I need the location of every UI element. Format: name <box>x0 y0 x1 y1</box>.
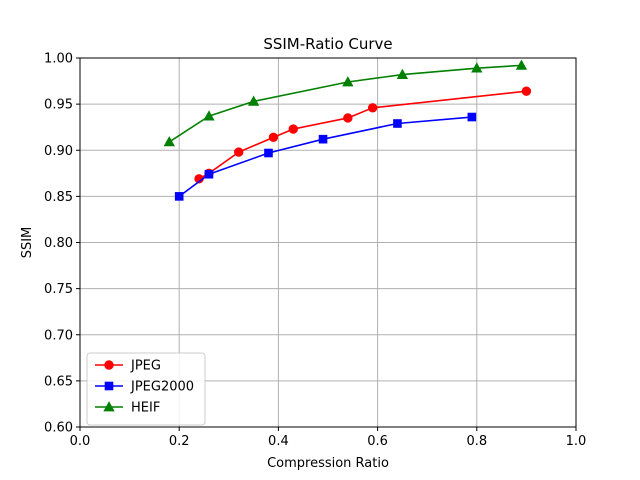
y-tick-label: 0.80 <box>44 236 73 251</box>
y-tick-label: 0.65 <box>44 374 73 389</box>
x-tick-label: 0.0 <box>70 434 91 449</box>
series-heif <box>163 59 528 147</box>
legend-label: HEIF <box>131 401 160 416</box>
data-point-heif <box>515 59 528 70</box>
y-tick-label: 0.75 <box>44 282 73 297</box>
x-axis-label: Compression Ratio <box>267 456 389 471</box>
data-series <box>163 59 532 201</box>
data-point-jpeg <box>343 113 353 123</box>
y-tick-label: 1.00 <box>44 52 73 67</box>
data-point-jpeg2000 <box>467 112 477 122</box>
y-tick-label: 0.90 <box>44 144 73 159</box>
y-axis-label: SSIM <box>20 227 35 259</box>
x-tick-label: 0.4 <box>268 434 289 449</box>
chart-title: SSIM-Ratio Curve <box>263 35 392 53</box>
legend-label: JPEG2000 <box>130 380 194 395</box>
y-tick-label: 0.70 <box>44 328 73 343</box>
legend-item-jpeg2000: JPEG2000 <box>95 380 194 395</box>
series-line-jpeg2000 <box>178 116 472 198</box>
axis-ticks: 0.0 0.2 0.4 0.6 0.8 1.0 0.60 0.65 0.70 0.75 0.80 0.… <box>44 52 586 450</box>
data-point-jpeg2000 <box>174 192 184 201</box>
legend-marker <box>104 360 114 370</box>
legend: JPEG JPEG2000 HEIF <box>86 352 206 426</box>
legend-item-heif: HEIF <box>95 401 160 416</box>
x-tick-label: 0.6 <box>367 434 388 449</box>
data-point-jpeg2000 <box>264 148 273 158</box>
x-tick-label: 1.0 <box>566 434 587 449</box>
y-tick-label: 0.85 <box>44 190 73 205</box>
y-tick-label: 0.60 <box>44 421 73 436</box>
data-point-jpeg2000 <box>204 169 214 179</box>
legend-item-jpeg: JPEG <box>95 359 161 374</box>
legend-marker <box>103 401 115 412</box>
series-jpeg2000 <box>174 112 477 201</box>
data-point-jpeg2000 <box>393 119 402 128</box>
data-point-jpeg <box>268 132 279 143</box>
data-point-heif <box>342 76 354 87</box>
data-point-jpeg <box>367 103 378 113</box>
data-point-jpeg2000 <box>318 134 328 144</box>
data-point-heif <box>203 110 215 121</box>
legend-label: JPEG <box>130 359 161 374</box>
data-point-jpeg <box>234 147 244 157</box>
y-tick-label: 0.95 <box>44 98 73 113</box>
data-point-heif <box>247 95 260 106</box>
data-point-heif <box>471 62 483 73</box>
data-point-heif <box>396 68 409 79</box>
data-point-jpeg <box>521 86 532 96</box>
legend-marker <box>104 381 114 391</box>
x-tick-label: 0.8 <box>466 434 487 449</box>
x-tick-label: 0.2 <box>169 434 190 449</box>
data-point-jpeg <box>288 124 298 134</box>
data-point-heif <box>163 136 175 147</box>
